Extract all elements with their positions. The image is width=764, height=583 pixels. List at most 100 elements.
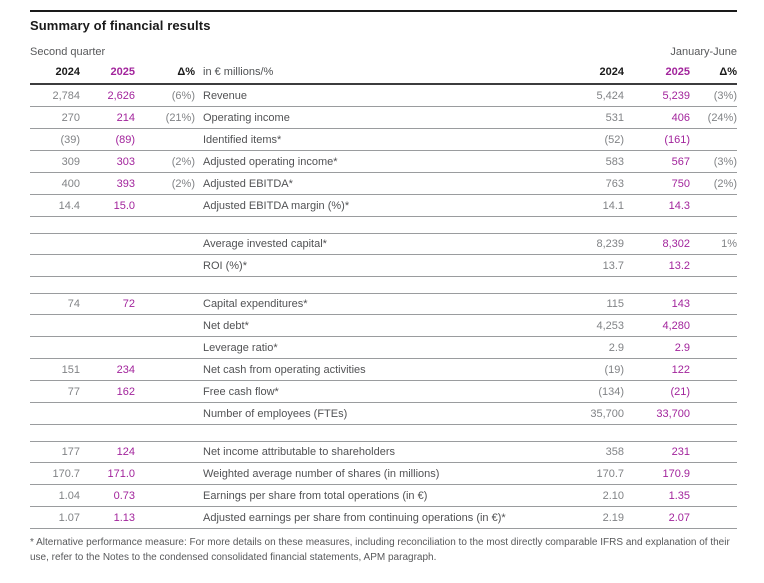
hy-2024-value: 4,253 xyxy=(596,319,624,332)
row-label: Free cash flow* xyxy=(203,385,279,398)
hy-delta-value: (3%) xyxy=(713,155,737,168)
hy-delta-column-header: Δ% xyxy=(719,66,737,78)
row-label: Net income attributable to shareholders xyxy=(203,446,395,458)
q2-2024-value: 1.04 xyxy=(58,489,80,502)
hy-2025-value: 13.2 xyxy=(668,259,690,272)
column-header-row: 2024 2025 Δ% in € millions/% 2024 2025 Δ… xyxy=(30,59,737,85)
q2-2025-value: 1.13 xyxy=(113,511,135,524)
report-content: Summary of financial results Second quar… xyxy=(30,10,737,565)
hy-2025-value: 2.07 xyxy=(668,511,690,524)
q2-2024-value: 1.07 xyxy=(58,511,80,524)
hy-2025-value: 231 xyxy=(671,446,690,458)
hy-2024-value: 531 xyxy=(605,111,624,124)
hy-2025-value: 143 xyxy=(671,298,690,310)
row-label: Revenue xyxy=(203,89,248,102)
hy-2025-value: 4,280 xyxy=(662,319,690,332)
hy-2025-value: 750 xyxy=(671,177,690,190)
hy-2025-value: 170.9 xyxy=(662,467,690,480)
hy-2025-value: 14.3 xyxy=(668,199,690,212)
row-label: Leverage ratio* xyxy=(203,341,278,354)
page-title: Summary of financial results xyxy=(30,18,211,33)
table-row: 2,784 2,626 (6%) Revenue 5,424 5,239 (3%… xyxy=(30,85,737,107)
q2-2025-value: 171.0 xyxy=(107,467,135,480)
table-row: 1.07 1.13 Adjusted earnings per share fr… xyxy=(30,507,737,529)
row-label: Net debt* xyxy=(203,319,249,332)
row-label: Net cash from operating activities xyxy=(203,363,366,376)
q2-2024-value: 74 xyxy=(67,298,80,310)
row-label: Weighted average number of shares (in mi… xyxy=(203,467,440,480)
footnote: * Alternative performance measure: For m… xyxy=(30,537,730,563)
hy-delta-value: (3%) xyxy=(713,89,737,102)
hy-2024-value: 583 xyxy=(605,155,624,168)
q2-2024-value: 170.7 xyxy=(52,467,80,480)
q2-delta-value: (2%) xyxy=(171,155,195,168)
q2-2025-value: 393 xyxy=(116,177,135,190)
table-row: 77 162 Free cash flow* (134) (21) xyxy=(30,381,737,403)
row-label: Number of employees (FTEs) xyxy=(203,407,348,420)
hy-2025-value: 122 xyxy=(671,363,690,376)
table-row: Average invested capital* 8,239 8,302 1% xyxy=(30,233,737,255)
hy-2024-value: 170.7 xyxy=(596,467,624,480)
hy-2025-value: (21) xyxy=(670,385,690,398)
hy-2025-value: 406 xyxy=(671,111,690,124)
hy-2024-value: 8,239 xyxy=(596,238,624,250)
hy-2024-value: 115 xyxy=(606,298,624,310)
hy-2024-value: (19) xyxy=(604,363,624,376)
q2-2024-value: 270 xyxy=(61,111,80,124)
q2-delta-column-header: Δ% xyxy=(177,66,195,78)
row-label: Adjusted earnings per share from continu… xyxy=(203,511,506,524)
q2-2025-value: 72 xyxy=(122,298,135,310)
q2-2024-value: 2,784 xyxy=(52,89,80,102)
hy-delta-value: (24%) xyxy=(707,111,737,124)
q2-delta-value: (6%) xyxy=(171,89,195,102)
table-row: Net debt* 4,253 4,280 xyxy=(30,315,737,337)
table-row: 270 214 (21%) Operating income 531 406 (… xyxy=(30,107,737,129)
section-gap xyxy=(30,277,737,293)
table-row: 177 124 Net income attributable to share… xyxy=(30,441,737,463)
table-row: 1.04 0.73 Earnings per share from total … xyxy=(30,485,737,507)
hy-2025-value: 567 xyxy=(671,155,690,168)
q2-2025-value: 124 xyxy=(116,446,135,458)
q2-2025-value: 2,626 xyxy=(107,89,135,102)
row-label: Operating income xyxy=(203,111,290,124)
hy-2025-value: (161) xyxy=(664,133,690,146)
q2-2024-value: (39) xyxy=(60,133,80,146)
hy-2025-value: 1.35 xyxy=(668,489,690,502)
table-row: Leverage ratio* 2.9 2.9 xyxy=(30,337,737,359)
hy-2025-value: 5,239 xyxy=(662,89,690,102)
q2-2025-value: 234 xyxy=(116,363,135,376)
table-row: 170.7 171.0 Weighted average number of s… xyxy=(30,463,737,485)
q2-2025-value: 162 xyxy=(116,385,135,398)
q2-2025-column-header: 2025 xyxy=(110,66,135,78)
hy-2024-value: 35,700 xyxy=(590,407,624,420)
hy-2025-column-header: 2025 xyxy=(665,66,690,78)
hy-delta-value: (2%) xyxy=(713,177,737,190)
q2-2025-value: 15.0 xyxy=(113,199,135,212)
hy-2024-value: 763 xyxy=(605,177,624,190)
section-gap xyxy=(30,217,737,233)
hy-2024-value: (52) xyxy=(604,133,624,146)
hy-2024-value: (134) xyxy=(598,385,624,398)
table-row: 309 303 (2%) Adjusted operating income* … xyxy=(30,151,737,173)
row-label: ROI (%)* xyxy=(203,259,247,272)
period-row: Second quarter January-June xyxy=(30,45,737,59)
q2-delta-value: (2%) xyxy=(171,177,195,190)
section-gap xyxy=(30,425,737,441)
hy-2024-value: 14.1 xyxy=(602,199,624,212)
q2-2025-value: 303 xyxy=(116,155,135,168)
row-label: Identified items* xyxy=(203,133,282,146)
q2-2025-value: 0.73 xyxy=(113,489,135,502)
right-period-label: January-June xyxy=(670,46,737,58)
hy-2025-value: 8,302 xyxy=(662,238,690,250)
q2-2024-value: 151 xyxy=(61,363,80,376)
row-label: Earnings per share from total operations… xyxy=(203,489,428,502)
q2-2025-value: 214 xyxy=(116,111,135,124)
q2-2024-value: 14.4 xyxy=(58,199,80,212)
table-row: 151 234 Net cash from operating activiti… xyxy=(30,359,737,381)
hy-2024-value: 2.19 xyxy=(602,511,624,524)
hy-2024-value: 2.10 xyxy=(602,489,624,502)
q2-2025-value: (89) xyxy=(115,133,135,146)
q2-2024-value: 309 xyxy=(61,155,80,168)
row-label: Average invested capital* xyxy=(203,238,327,250)
